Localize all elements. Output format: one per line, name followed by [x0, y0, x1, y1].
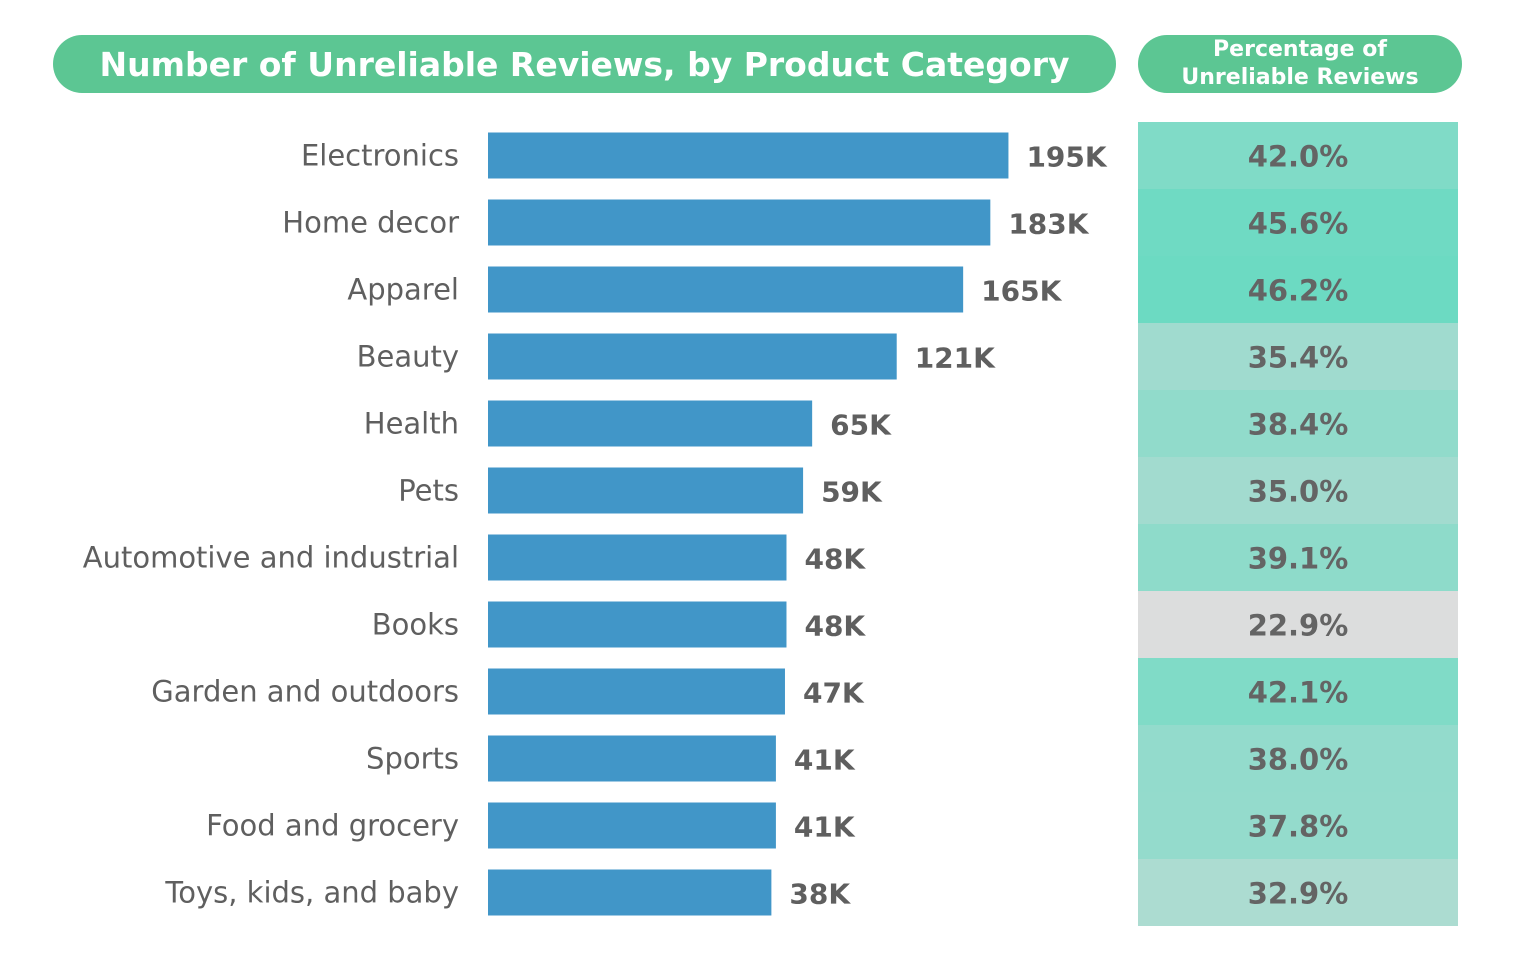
percentage-cell: [1138, 122, 1458, 189]
percentage-cell: [1138, 792, 1458, 859]
category-label: Food and grocery: [206, 809, 459, 843]
value-label: 195K: [1026, 141, 1107, 174]
percentage-cell: [1138, 859, 1458, 926]
percentage-cell: [1138, 256, 1458, 323]
percentage-label: 38.0%: [1248, 743, 1349, 777]
category-label: Garden and outdoors: [151, 675, 459, 709]
percentage-label: 37.8%: [1248, 810, 1349, 844]
value-label: 165K: [981, 275, 1062, 308]
percentage-cell: [1138, 457, 1458, 524]
percentage-label: 22.9%: [1248, 609, 1349, 643]
bar: [488, 467, 804, 514]
value-label: 183K: [1008, 208, 1089, 241]
value-label: 41K: [794, 811, 856, 844]
percentage-cell: [1138, 591, 1458, 658]
chart-title: Number of Unreliable Reviews, by Product…: [53, 35, 1116, 93]
percentage-cell: [1138, 725, 1458, 792]
percentage-column-title: Percentage of Unreliable Reviews: [1138, 35, 1462, 93]
percentage-cell: [1138, 390, 1458, 457]
percentage-label: 39.1%: [1248, 542, 1349, 576]
category-label: Sports: [366, 742, 459, 776]
percentage-label: 35.4%: [1248, 341, 1349, 375]
percentage-title-line-2: Unreliable Reviews: [1181, 65, 1419, 90]
value-label: 47K: [803, 677, 865, 710]
value-label: 65K: [830, 409, 892, 442]
category-label: Electronics: [301, 139, 459, 173]
bar: [488, 601, 787, 648]
percentage-label: 45.6%: [1248, 207, 1349, 241]
category-label: Pets: [398, 474, 459, 508]
value-label: 38K: [789, 878, 851, 911]
category-label: Books: [372, 608, 459, 642]
percentage-label: 35.0%: [1248, 475, 1349, 509]
value-label: 48K: [804, 610, 866, 643]
percentage-label: 32.9%: [1248, 877, 1349, 911]
bar: [488, 802, 776, 849]
value-label: 41K: [794, 744, 856, 777]
percentage-cell: [1138, 189, 1458, 256]
category-label: Toys, kids, and baby: [164, 876, 459, 910]
percentage-label: 46.2%: [1248, 274, 1349, 308]
category-label: Automotive and industrial: [83, 541, 459, 575]
category-label: Health: [364, 407, 459, 441]
percentage-cell: [1138, 658, 1458, 725]
percentage-label: 42.0%: [1248, 140, 1349, 174]
percentage-title-line-1: Percentage of: [1213, 37, 1387, 62]
bar: [488, 735, 776, 782]
bar: [488, 534, 787, 581]
bar: [488, 668, 785, 715]
percentage-label: 38.4%: [1248, 408, 1349, 442]
category-label: Beauty: [357, 340, 459, 374]
bar: [488, 869, 772, 916]
category-label: Home decor: [282, 206, 459, 240]
bar: [488, 266, 964, 313]
bar: [488, 400, 813, 447]
category-label: Apparel: [347, 273, 459, 307]
percentage-label: 42.1%: [1248, 676, 1349, 710]
value-label: 59K: [821, 476, 883, 509]
bar: [488, 199, 991, 246]
bar: [488, 333, 897, 380]
value-label: 48K: [804, 543, 866, 576]
bar: [488, 132, 1009, 179]
percentage-cell: [1138, 524, 1458, 591]
percentage-cell: [1138, 323, 1458, 390]
value-label: 121K: [915, 342, 996, 375]
